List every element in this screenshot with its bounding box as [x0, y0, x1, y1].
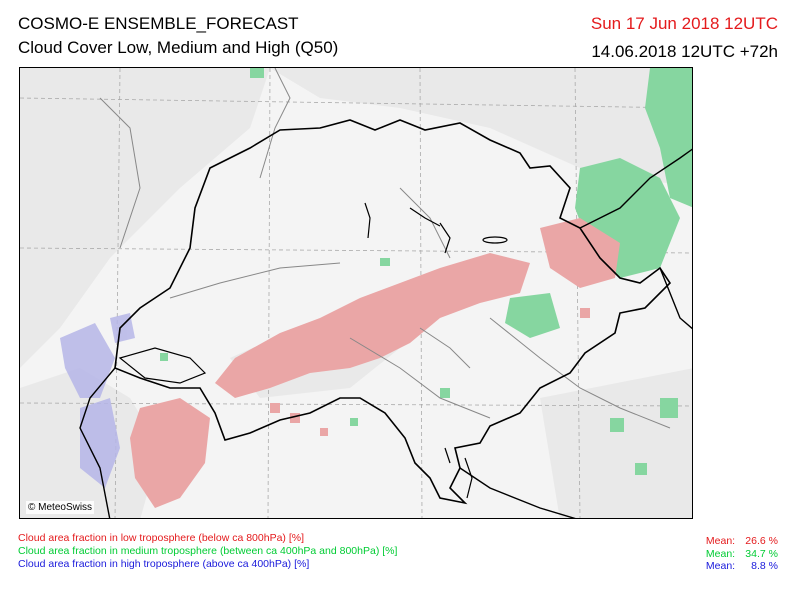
- national-border: [114, 119, 672, 505]
- legend-medium-label: Cloud area fraction in medium tropospher…: [18, 545, 398, 557]
- forecast-subtitle: Cloud Cover Low, Medium and High (Q50): [18, 38, 339, 57]
- run-time: 14.06.2018 12UTC +72h: [591, 42, 778, 61]
- mean-low: Mean: 26.6 %: [706, 535, 778, 548]
- valid-time: Sun 17 Jun 2018 12UTC: [590, 14, 778, 33]
- background-cloud-layer: [20, 68, 692, 518]
- mean-low-label: Mean:: [705, 535, 736, 547]
- mean-medium: Mean: 34.7 %: [706, 548, 778, 561]
- legend-low-label: Cloud area fraction in low troposphere (…: [18, 532, 304, 544]
- mean-high-value: 8.8 %: [751, 560, 778, 572]
- lakes: [118, 202, 508, 499]
- cloud-cover-map: © MeteoSwiss: [19, 67, 693, 519]
- mean-medium-value: 34.7 %: [745, 548, 778, 560]
- low-cloud-layer: [130, 218, 620, 508]
- forecast-title: COSMO-E ENSEMBLE_FORECAST: [18, 14, 299, 33]
- copyright-credit: © MeteoSwiss: [26, 501, 95, 514]
- mean-low-value: 26.6 %: [745, 535, 778, 547]
- admin-boundaries: [99, 68, 671, 429]
- neighbour-borders: [79, 148, 692, 518]
- mean-medium-label: Mean:: [705, 548, 736, 560]
- mean-high: Mean: 8.8 %: [706, 560, 778, 573]
- mean-high-label: Mean:: [705, 560, 736, 572]
- legend-high-label: Cloud area fraction in high troposphere …: [18, 558, 310, 570]
- high-cloud-layer: [60, 313, 135, 488]
- map-canvas: [20, 68, 692, 518]
